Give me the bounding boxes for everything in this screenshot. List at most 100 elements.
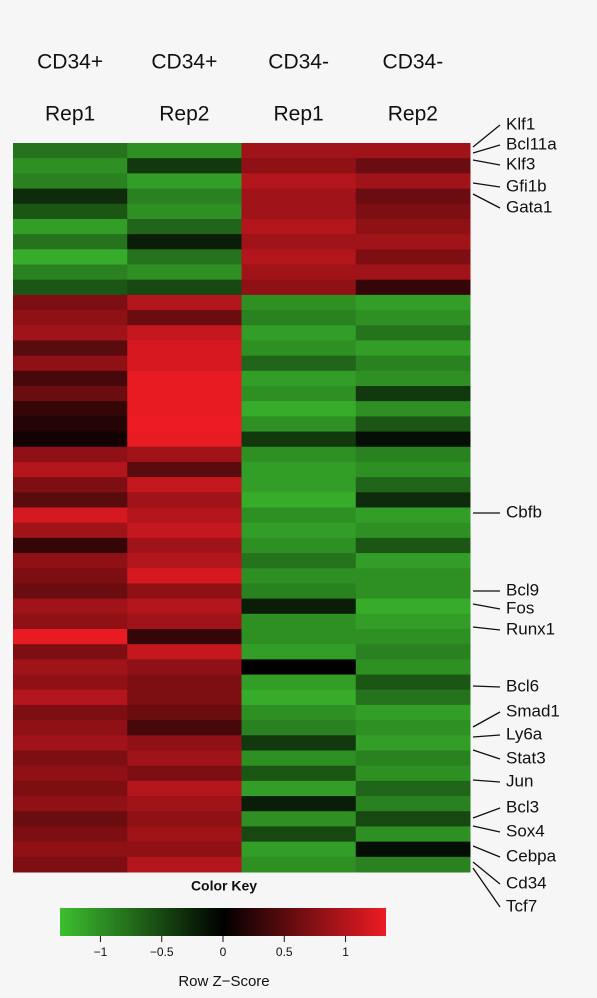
heatmap-cell [13,644,128,660]
heatmap-cell [241,553,357,569]
heatmap-cell [127,401,242,417]
heatmap-cell [13,537,128,554]
heatmap-cell [13,310,128,326]
heatmap-cell [13,720,128,736]
heatmap-cell [355,355,471,372]
heatmap-cell [355,629,471,645]
heatmap-cell [127,386,242,402]
leader-line [472,779,501,783]
heatmap-cell [127,370,242,387]
heatmap-cell [127,659,242,676]
leader-line [472,626,501,631]
heatmap-cell [355,689,471,706]
gene-label: Jun [506,771,533,790]
gene-label: Stat3 [506,748,546,767]
leader-line [472,861,501,885]
heatmap-cell [127,689,242,706]
heatmap-cell [13,340,128,357]
heatmap-cell [355,841,471,858]
heatmap-cell [241,158,357,174]
heatmap-cell [241,355,357,372]
heatmap-cell [127,780,242,797]
heatmap-cell [355,522,471,539]
heatmap-cell [355,583,471,600]
heatmap-cell [241,310,357,326]
gene-label: Ly6a [506,724,543,743]
heatmap-cell [13,629,128,645]
heatmap-cell [355,537,471,554]
heatmap-cell [241,841,357,858]
heatmap-cell [355,340,471,357]
leader-line [472,845,501,858]
leader-line [472,182,501,188]
heatmap-cell [241,644,357,660]
leader-line [472,867,501,908]
gene-label: Bcl3 [506,797,539,816]
leader-line [472,124,501,148]
heatmap-cell [355,294,471,311]
heatmap-cell [241,325,357,341]
heatmap-cell [13,294,128,311]
gene-label: Tcf7 [506,896,537,915]
heatmap-cell [355,431,471,448]
heatmap-cell [355,264,471,281]
heatmap-cell [355,249,471,265]
heatmap-cell [241,218,357,235]
heatmap-cell [13,704,128,721]
heatmap-cell [13,568,128,584]
heatmap-cell [127,310,242,326]
heatmap-cell [241,522,357,539]
heatmap-cell [127,629,242,645]
column-label: CD34+ [151,51,217,74]
column-label: Rep2 [388,103,438,126]
heatmap-cell [127,355,242,372]
leader-line [472,159,501,166]
x-tick-label: −0.5 [150,945,174,959]
legend-title: Color Key [191,878,257,894]
gene-label: Runx1 [506,619,555,638]
heatmap-cell [355,325,471,341]
heatmap-cell [13,674,128,691]
heatmap-cell [355,644,471,660]
heatmap-cell [13,826,128,843]
heatmap-cell [13,659,128,676]
heatmap-cell [355,750,471,767]
heatmap-cell [127,841,242,858]
heatmap-cell [355,386,471,402]
gene-label: Gata1 [506,197,552,216]
heatmap-cell [127,264,242,281]
heatmap-cell [127,461,242,478]
heatmap-cell [127,279,242,296]
heatmap-cell [13,583,128,600]
gene-label: Bcl9 [506,580,539,599]
heatmap-cell [13,143,128,159]
heatmap-cell [241,780,357,797]
leader-line [472,711,501,728]
heatmap-cell [241,704,357,721]
heatmap-cell [127,522,242,539]
heatmap-cell [13,173,128,190]
heatmap-cell [13,188,128,205]
heatmap-cell [355,370,471,387]
heatmap-cell [127,203,242,220]
heatmap-cell [355,735,471,751]
heatmap-cell [13,234,128,250]
heatmap-cell [241,446,357,463]
heatmap-cell [13,431,128,448]
heatmap-cell [127,720,242,736]
heatmap-cell [13,264,128,281]
heatmap-cell [241,340,357,357]
heatmap-cell [241,568,357,584]
heatmap-cell [127,158,242,174]
heatmap-cell [241,856,357,873]
heatmap-cell [13,249,128,265]
gene-label: Klf3 [506,154,535,173]
column-label: CD34- [383,51,444,74]
leader-line [472,193,501,209]
heatmap-cell [241,720,357,736]
heatmap-cell [355,704,471,721]
column-label: Rep1 [45,103,95,126]
column-label: Rep2 [159,103,209,126]
heatmap-cell [355,856,471,873]
